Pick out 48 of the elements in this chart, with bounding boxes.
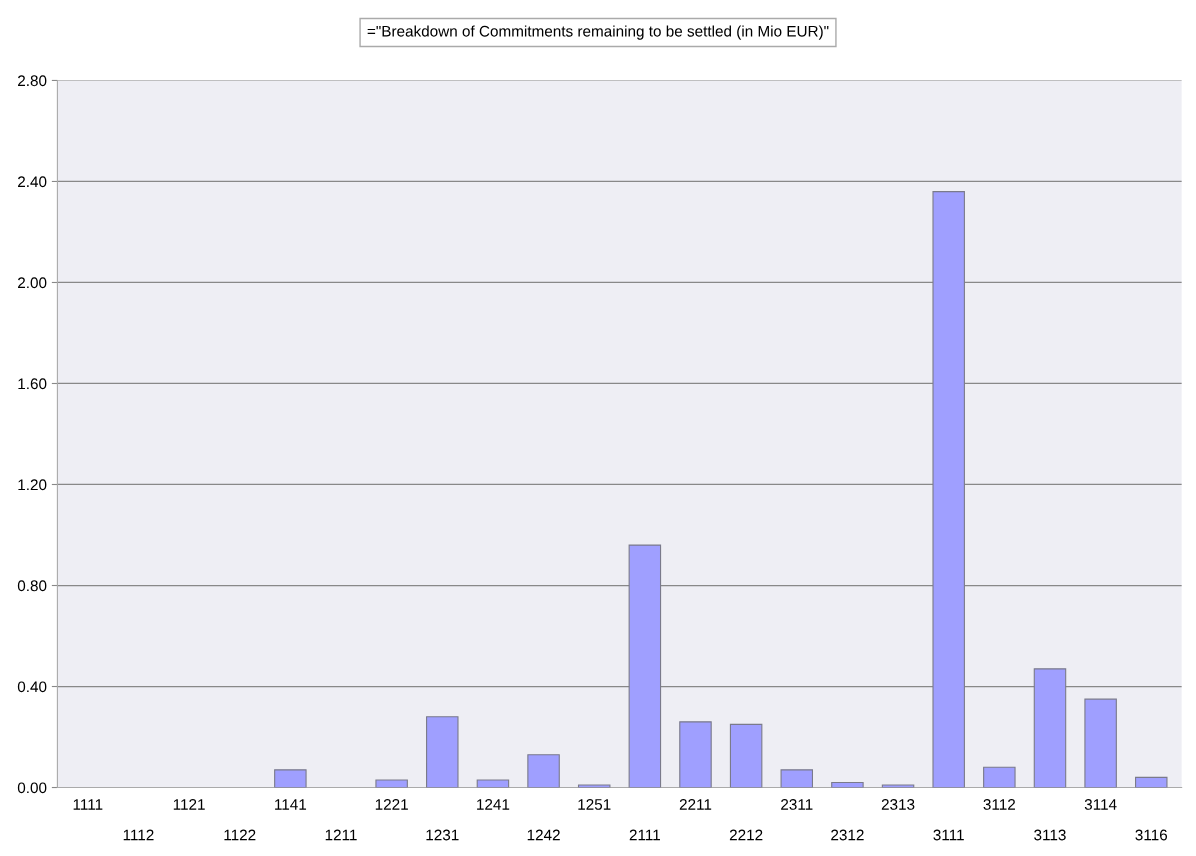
- y-tick-label: 0.40: [17, 681, 47, 693]
- bar: [881, 784, 915, 788]
- x-tick-label: 1211: [325, 829, 357, 841]
- bar: [831, 781, 864, 788]
- bar: [426, 716, 459, 788]
- x-tick-label: 2311: [781, 799, 813, 810]
- x-tick-label: 1231: [426, 829, 459, 841]
- x-tick-label: 1121: [173, 799, 205, 810]
- bar: [932, 191, 965, 788]
- y-tick-label: 0.00: [17, 782, 47, 794]
- x-tick-label: 3116: [1135, 829, 1168, 841]
- bar: [1084, 698, 1117, 788]
- chart-title: ="Breakdown of Commitments remaining to be settled (in Mio EUR)": [367, 25, 829, 40]
- bar: [1135, 776, 1168, 788]
- y-tick-label: 2.40: [18, 176, 47, 188]
- bar: [983, 766, 1016, 788]
- bar: [274, 769, 307, 788]
- bar: [476, 779, 510, 788]
- y-tick-label: 1.60: [18, 378, 47, 390]
- bar: [729, 723, 763, 788]
- x-tick-label: 2313: [881, 799, 915, 810]
- bar: [628, 544, 662, 788]
- x-tick-label: 1111: [73, 799, 103, 810]
- bar: [1033, 668, 1067, 788]
- y-tick-label: 2.00: [18, 277, 47, 289]
- x-tick-label: 2312: [831, 829, 864, 841]
- y-tick-label: 2.80: [18, 75, 47, 87]
- bar: [375, 779, 408, 788]
- x-tick-label: 1122: [224, 829, 256, 841]
- x-tick-label: 3112: [983, 799, 1015, 810]
- bar: [527, 754, 560, 788]
- x-tick-label: 2212: [729, 829, 763, 841]
- x-tick-label: 2211: [679, 799, 712, 810]
- x-tick-label: 2111: [629, 829, 660, 841]
- x-tick-label: 1112: [123, 829, 154, 841]
- x-tick-label: 1251: [578, 799, 611, 810]
- bar: [679, 721, 712, 788]
- y-tick-label: 0.80: [17, 580, 47, 592]
- bar: [577, 784, 611, 788]
- x-tick-label: 1141: [275, 799, 307, 810]
- bar: [780, 769, 814, 788]
- y-tick-label: 1.20: [18, 479, 47, 491]
- x-tick-label: 1241: [477, 799, 510, 810]
- x-tick-label: 3114: [1084, 799, 1117, 810]
- x-tick-label: 3111: [933, 829, 964, 841]
- x-tick-label: 3113: [1034, 829, 1066, 841]
- x-tick-label: 1242: [527, 829, 560, 841]
- x-tick-label: 1221: [375, 799, 408, 810]
